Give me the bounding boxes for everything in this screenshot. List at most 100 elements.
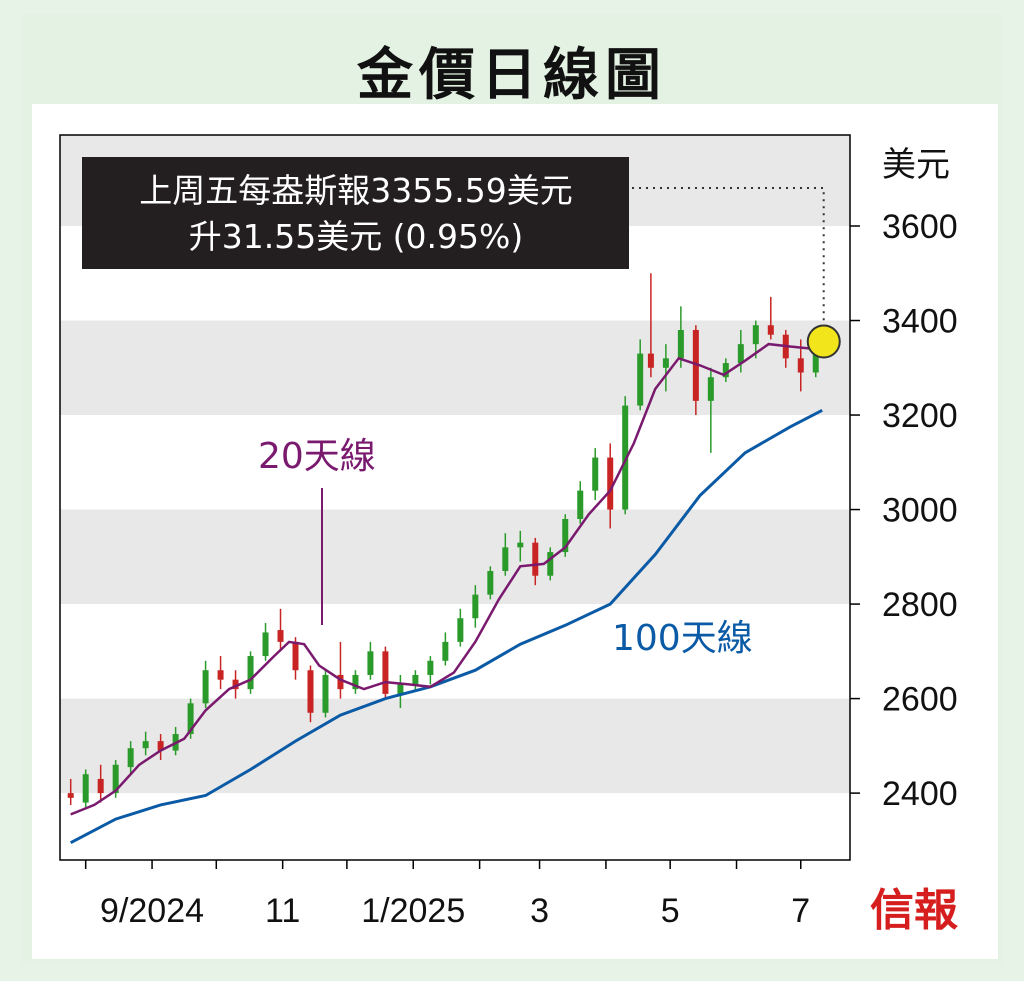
- brand-logo: 信報: [870, 885, 958, 936]
- x-tick-label: 3: [530, 892, 549, 930]
- candle: [487, 566, 494, 600]
- candle-body: [737, 344, 744, 364]
- candle: [322, 670, 329, 718]
- candle: [382, 646, 389, 699]
- candle: [607, 443, 614, 529]
- candle: [457, 608, 464, 647]
- candle: [367, 641, 374, 680]
- series-line-20day: [70, 342, 823, 816]
- candle-body: [112, 764, 119, 794]
- y-tick-label: 2600: [882, 681, 958, 719]
- candle: [517, 530, 524, 562]
- candle-body: [722, 363, 729, 378]
- candle-body: [187, 703, 194, 735]
- candle-body: [472, 594, 479, 619]
- y-tick-label: 3600: [882, 208, 958, 246]
- candle-body: [292, 641, 299, 671]
- candle: [662, 344, 669, 392]
- candle-body: [797, 358, 804, 373]
- candle: [262, 622, 269, 661]
- candle-body: [592, 457, 599, 491]
- candle-body: [352, 674, 359, 690]
- candle: [427, 656, 434, 685]
- candle-body: [127, 748, 134, 768]
- candle: [547, 547, 554, 581]
- candle: [217, 656, 224, 690]
- candle: [67, 778, 74, 805]
- series-label-20day: 20天線: [258, 436, 376, 477]
- candle-body: [427, 660, 434, 675]
- candle: [722, 358, 729, 382]
- candle-body: [247, 656, 254, 690]
- candle-body: [752, 325, 759, 345]
- x-tick-label: 7: [791, 892, 810, 930]
- candle: [352, 670, 359, 694]
- candle-body: [812, 341, 819, 373]
- annotation-line-2: 升31.55美元 (0.95%): [189, 217, 524, 256]
- candle-body: [232, 679, 239, 690]
- x-tick-label: 5: [661, 892, 680, 930]
- candle-body: [217, 670, 224, 680]
- candle: [127, 741, 134, 775]
- candle-body: [157, 741, 164, 751]
- candle-body: [647, 353, 654, 368]
- candle-body: [662, 358, 669, 368]
- y-unit-label: 美元: [882, 145, 950, 185]
- candle: [637, 339, 644, 411]
- candle-body: [397, 684, 404, 694]
- candle: [397, 674, 404, 709]
- candle-body: [307, 670, 314, 713]
- candle: [677, 306, 684, 368]
- candle-body: [262, 632, 269, 657]
- series-line-100day: [70, 408, 823, 845]
- candle: [592, 448, 599, 501]
- candle: [142, 731, 149, 756]
- candle: [532, 537, 539, 586]
- candle-body: [767, 325, 774, 335]
- series-label-100day: 100天線: [612, 618, 753, 659]
- latest-price-marker: [806, 324, 841, 359]
- candle-body: [577, 490, 584, 520]
- candle: [97, 764, 104, 803]
- grid-band-1: [60, 320, 850, 416]
- annotation-box: [82, 157, 629, 269]
- price-annotation: 上周五每盎斯報3355.59美元 升31.55美元 (0.95%): [82, 157, 629, 269]
- candle: [562, 514, 569, 557]
- candle: [277, 608, 284, 652]
- candle: [412, 670, 419, 692]
- annotation-leader-line: [632, 187, 825, 326]
- candle: [737, 329, 744, 373]
- candle-body: [277, 630, 284, 642]
- candle: [82, 769, 89, 808]
- candle: [292, 637, 299, 680]
- candle-body: [412, 674, 419, 685]
- y-axis: 2400 2600 2800 3000 3200 3400 3600: [850, 208, 958, 813]
- candle-body: [677, 329, 684, 359]
- candle-body: [67, 793, 74, 798]
- candle: [622, 396, 629, 515]
- candle: [307, 665, 314, 723]
- y-tick-label: 2800: [882, 586, 958, 624]
- candle: [707, 367, 714, 453]
- x-tick-label: 9/2024: [100, 892, 204, 930]
- candle-body: [487, 570, 494, 595]
- candle-body: [547, 552, 554, 576]
- grid-band-2: [60, 509, 850, 605]
- y-tick-label: 3200: [882, 397, 958, 435]
- x-tick-label: 1/2025: [361, 892, 465, 930]
- candle: [647, 273, 654, 378]
- candle-body: [382, 651, 389, 694]
- candle: [247, 651, 254, 694]
- candle-body: [202, 670, 209, 704]
- candle-body: [97, 778, 104, 794]
- candle: [472, 585, 479, 628]
- candle: [442, 632, 449, 666]
- x-tick-label: 11: [265, 892, 300, 930]
- y-tick-label: 3000: [882, 492, 958, 530]
- candle-body: [367, 651, 374, 675]
- candle-body: [337, 674, 344, 690]
- candle: [232, 670, 239, 699]
- candle-body: [692, 329, 699, 401]
- y-tick-label: 2400: [882, 775, 958, 813]
